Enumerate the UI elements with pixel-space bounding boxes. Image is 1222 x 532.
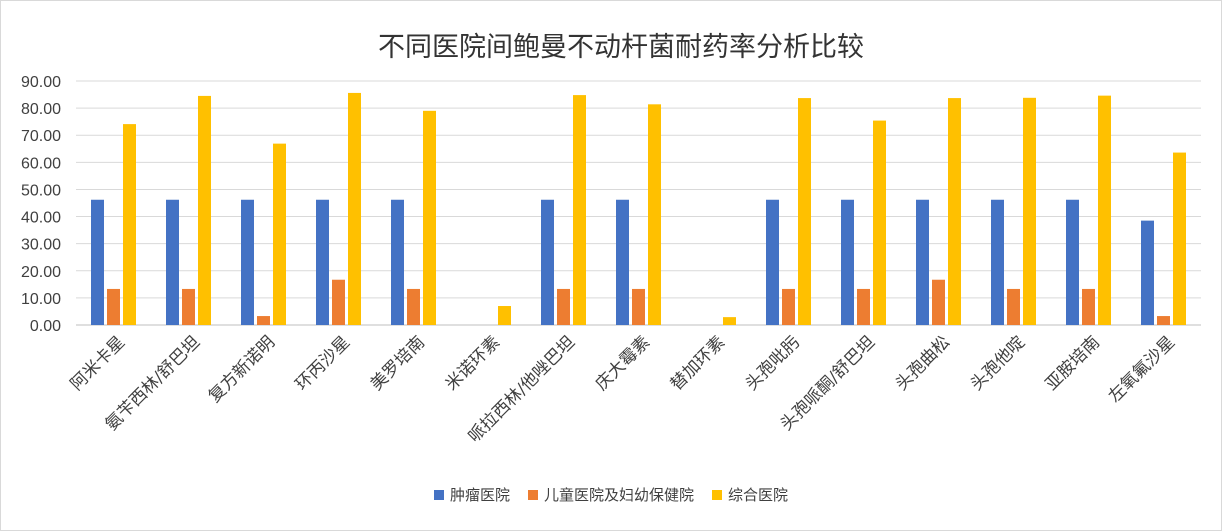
bar-2-3 (257, 316, 270, 325)
bar-1-1 (91, 199, 104, 325)
bar-1-5 (391, 199, 404, 325)
bar-3-12 (948, 98, 961, 325)
x-category-label: 复方新诺明 (205, 332, 279, 406)
y-tick-label: 70.00 (21, 128, 61, 145)
bar-1-11 (841, 199, 854, 325)
bar-3-14 (1098, 95, 1111, 325)
x-category-label: 环丙沙星 (292, 332, 354, 394)
y-tick-label: 60.00 (21, 155, 61, 172)
legend-label: 肿瘤医院 (450, 486, 510, 504)
y-tick-label: 0.00 (30, 318, 61, 335)
bar-3-10 (798, 98, 811, 325)
x-category-label: 头孢他啶 (967, 332, 1029, 394)
bar-3-8 (648, 104, 661, 325)
y-tick-label: 30.00 (21, 237, 61, 254)
legend-label: 综合医院 (728, 486, 788, 504)
bar-3-13 (1023, 97, 1036, 325)
bar-1-13 (991, 199, 1004, 325)
bar-2-4 (332, 279, 345, 325)
x-category-label: 阿米卡星 (67, 332, 129, 394)
bar-1-14 (1066, 199, 1079, 325)
bar-1-12 (916, 199, 929, 325)
bar-3-2 (198, 95, 211, 326)
x-category-label: 亚胺培南 (1042, 332, 1104, 394)
bar-2-15 (1157, 316, 1170, 325)
x-category-label: 米诺环素 (442, 332, 504, 394)
legend: 肿瘤医院 儿童医院及妇幼保健院 综合医院 (434, 486, 788, 504)
legend-swatch (434, 490, 444, 500)
x-category-label: 左氧氟沙星 (1105, 332, 1179, 406)
bar-1-4 (316, 199, 329, 325)
bar-3-4 (348, 92, 361, 325)
chart-title: 不同医院间鲍曼不动杆菌耐药率分析比较 (378, 32, 864, 63)
x-category-label: 庆大霉素 (592, 332, 654, 394)
bar-2-7 (557, 288, 570, 325)
bar-1-15 (1141, 220, 1154, 325)
x-category-label: 头孢吡肟 (742, 332, 804, 394)
bars (91, 92, 1186, 326)
legend-swatch (712, 490, 722, 500)
bar-1-8 (616, 199, 629, 325)
bar-3-6 (498, 306, 511, 325)
y-tick-label: 80.00 (21, 101, 61, 118)
bar-2-14 (1082, 288, 1095, 325)
legend-swatch (528, 490, 538, 500)
x-category-label: 头孢曲松 (892, 332, 954, 394)
bar-2-10 (782, 288, 795, 325)
bar-2-13 (1007, 288, 1020, 325)
bar-3-15 (1173, 152, 1186, 325)
bar-2-1 (107, 288, 120, 325)
bar-1-10 (766, 199, 779, 325)
bar-3-9 (723, 317, 736, 325)
bar-1-3 (241, 199, 254, 325)
y-tick-label: 50.00 (21, 182, 61, 199)
legend-label: 儿童医院及妇幼保健院 (544, 486, 694, 504)
bar-3-1 (123, 124, 136, 326)
bar-2-11 (857, 288, 870, 325)
bar-2-2 (182, 288, 195, 325)
bar-3-3 (273, 143, 286, 325)
bar-1-2 (166, 199, 179, 325)
y-tick-label: 40.00 (21, 210, 61, 227)
bar-2-5 (407, 288, 420, 325)
y-tick-label: 90.00 (21, 74, 61, 91)
bar-2-8 (632, 288, 645, 325)
bar-3-5 (423, 110, 436, 325)
bar-3-7 (573, 95, 586, 325)
gridlines (76, 80, 1201, 326)
bar-2-12 (932, 279, 945, 325)
bar-3-11 (873, 120, 886, 326)
y-tick-label: 20.00 (21, 264, 61, 281)
y-tick-label: 10.00 (21, 291, 61, 308)
x-category-label: 替加环素 (667, 332, 729, 394)
y-axis-ticks: 0.00 10.00 20.00 30.00 40.00 50.00 60.00 70.00 8… (21, 74, 61, 335)
bar-1-7 (541, 199, 554, 325)
x-category-label: 美罗培南 (367, 332, 429, 394)
